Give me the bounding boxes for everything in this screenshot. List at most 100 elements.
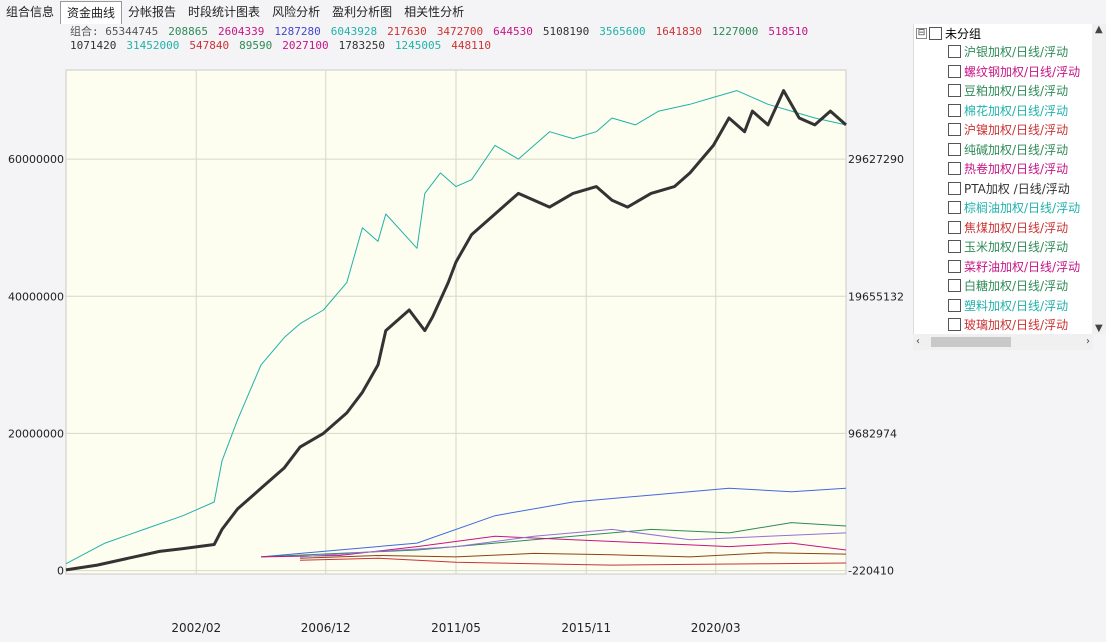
tab-period-stats[interactable]: 时段统计图表 — [188, 5, 261, 19]
tree-item-label: 焦煤加权/日线/浮动 — [964, 220, 1069, 235]
tree-item[interactable]: 玉米加权/日线/浮动 — [914, 237, 1094, 257]
tree-item[interactable]: 热卷加权/日线/浮动 — [914, 159, 1094, 179]
scroll-left-icon[interactable]: ‹ — [916, 336, 920, 347]
tree-root[interactable]: ⊟ 未分组 — [914, 24, 1094, 42]
tree-vertical-scrollbar[interactable]: ▲ ▼ — [1092, 24, 1106, 334]
series-line — [299, 528, 847, 558]
tree-item[interactable]: 沪银加权/日线/浮动 — [914, 42, 1094, 62]
tree-item[interactable]: PTA加权 /日线/浮动 — [914, 179, 1094, 199]
series-legend: 组合: 65344745 208865 2604339 1287280 6043928 2… — [70, 25, 850, 53]
tree-item-list: 沪银加权/日线/浮动 螺纹钢加权/日线/浮动 豆粕加权/日线/浮动 棉花加权/日线/浮… — [914, 42, 1094, 334]
legend-value: 3565600 — [599, 25, 646, 38]
collapse-icon[interactable]: ⊟ — [916, 27, 927, 39]
series-line — [299, 557, 847, 566]
tree-item[interactable]: 纯碱加权/日线/浮动 — [914, 140, 1094, 160]
tree-item-label: 沪镍加权/日线/浮动 — [964, 123, 1069, 138]
x-tick-label: 2011/05 — [431, 621, 481, 635]
legend-value: 31452000 — [126, 39, 180, 52]
item-checkbox[interactable] — [948, 201, 961, 215]
legend-value: 518510 — [768, 25, 809, 38]
tree-item-label: PTA加权 /日线/浮动 — [964, 181, 1070, 196]
tree-item-label: 螺纹钢加权/日线/浮动 — [964, 64, 1081, 79]
tree-item-label: 纯碱加权/日线/浮动 — [964, 142, 1069, 157]
y-right-tick-label: 29627290 — [848, 153, 904, 166]
tree-item[interactable]: 豆粕加权/日线/浮动 — [914, 81, 1094, 101]
legend-value: 1783250 — [338, 39, 385, 52]
legend-value: 1245005 — [394, 39, 442, 52]
tab-account-report[interactable]: 分帐报告 — [128, 5, 177, 19]
y-left-tick-label: 0 — [57, 565, 64, 578]
legend-value: 2027100 — [282, 39, 329, 52]
x-tick-label: 2020/03 — [691, 621, 741, 635]
scroll-thumb[interactable] — [931, 337, 1011, 347]
legend-value: 组合: 65344745 — [70, 25, 159, 38]
legend-value: 448110 — [451, 39, 492, 52]
tree-item-label: 塑料加权/日线/浮动 — [964, 298, 1069, 313]
x-tick-label: 2002/02 — [171, 621, 221, 635]
tree-item-label: 热卷加权/日线/浮动 — [964, 162, 1069, 177]
tree-item-label: 豆粕加权/日线/浮动 — [964, 84, 1069, 99]
tree-item[interactable]: 棉花加权/日线/浮动 — [914, 101, 1094, 121]
y-right-tick-label: 9682974 — [848, 427, 897, 440]
series-line — [299, 552, 847, 559]
tree-item-label: 沪银加权/日线/浮动 — [964, 45, 1069, 60]
legend-value: 89590 — [239, 39, 273, 52]
tree-horizontal-scrollbar[interactable]: ‹ › — [913, 334, 1093, 350]
tree-item[interactable]: 塑料加权/日线/浮动 — [914, 296, 1094, 316]
y-left-tick-label: 40000000 — [8, 290, 64, 303]
equity-chart: 2002/02 2006/12 2011/05 2015/11 2020/03 0 -220… — [8, 69, 904, 635]
item-checkbox[interactable] — [948, 279, 961, 293]
tab-risk-analysis[interactable]: 风险分析 — [272, 5, 321, 19]
scroll-right-icon[interactable]: › — [1086, 336, 1090, 347]
legend-value: 208865 — [168, 25, 208, 38]
item-checkbox[interactable] — [948, 259, 961, 273]
legend-value: 1641830 — [655, 25, 702, 38]
scroll-up-icon[interactable]: ▲ — [1095, 24, 1103, 35]
legend-value: 547840 — [189, 39, 230, 52]
item-checkbox[interactable] — [948, 84, 961, 98]
tab-portfolio-info[interactable]: 组合信息 — [6, 5, 55, 19]
item-checkbox[interactable] — [948, 64, 961, 78]
tree-item[interactable]: 棕榈油加权/日线/浮动 — [914, 198, 1094, 218]
tree-item-label: 菜籽油加权/日线/浮动 — [964, 259, 1081, 274]
tab-equity-curve[interactable]: 资金曲线 — [60, 0, 123, 24]
series-line — [65, 89, 847, 572]
item-checkbox[interactable] — [948, 142, 961, 156]
legend-value: 217630 — [387, 25, 427, 38]
tree-item-label: 棉花加权/日线/浮动 — [964, 103, 1069, 118]
item-checkbox[interactable] — [948, 220, 961, 234]
tree-item[interactable]: 焦煤加权/日线/浮动 — [914, 218, 1094, 238]
tab-profit-analysis[interactable]: 盈利分析图 — [332, 5, 393, 19]
tree-item-label: 玉米加权/日线/浮动 — [964, 240, 1069, 255]
root-checkbox[interactable] — [929, 26, 942, 40]
item-checkbox[interactable] — [948, 162, 961, 176]
x-tick-label: 2015/11 — [561, 621, 611, 635]
tree-item[interactable]: 菜籽油加权/日线/浮动 — [914, 257, 1094, 277]
legend-value: 6043928 — [330, 25, 378, 38]
item-checkbox[interactable] — [948, 45, 961, 59]
legend-value: 2604339 — [217, 25, 265, 38]
legend-row-1: 组合: 65344745 208865 2604339 1287280 6043928 2… — [70, 25, 850, 39]
item-checkbox[interactable] — [948, 240, 961, 254]
legend-value: 644530 — [493, 25, 533, 38]
strategy-tree: ⊟ 未分组 沪银加权/日线/浮动 螺纹钢加权/日线/浮动 豆粕加权/日线/浮动 棉花加… — [913, 24, 1094, 334]
legend-value: 3472700 — [436, 25, 484, 38]
tree-item[interactable]: 玻璃加权/日线/浮动 — [914, 315, 1094, 334]
scroll-down-icon[interactable]: ▼ — [1095, 323, 1103, 334]
item-checkbox[interactable] — [948, 181, 961, 195]
y-left-tick-label: 60000000 — [8, 153, 64, 166]
tab-correlation[interactable]: 相关性分析 — [404, 5, 465, 19]
series-line — [260, 487, 847, 558]
legend-row-2: 1071420 31452000 547840 89590 2027100 1783250… — [70, 39, 850, 53]
tree-item[interactable]: 沪镍加权/日线/浮动 — [914, 120, 1094, 140]
item-checkbox[interactable] — [948, 318, 961, 332]
tree-item-label: 棕榈油加权/日线/浮动 — [964, 201, 1081, 216]
item-checkbox[interactable] — [948, 298, 961, 312]
item-checkbox[interactable] — [948, 123, 961, 137]
legend-value: 5108190 — [542, 25, 590, 38]
tree-item[interactable]: 白糖加权/日线/浮动 — [914, 276, 1094, 296]
x-tick-label: 2006/12 — [301, 621, 351, 635]
item-checkbox[interactable] — [948, 103, 961, 117]
tree-item-label: 玻璃加权/日线/浮动 — [964, 318, 1069, 333]
tree-item[interactable]: 螺纹钢加权/日线/浮动 — [914, 62, 1094, 82]
